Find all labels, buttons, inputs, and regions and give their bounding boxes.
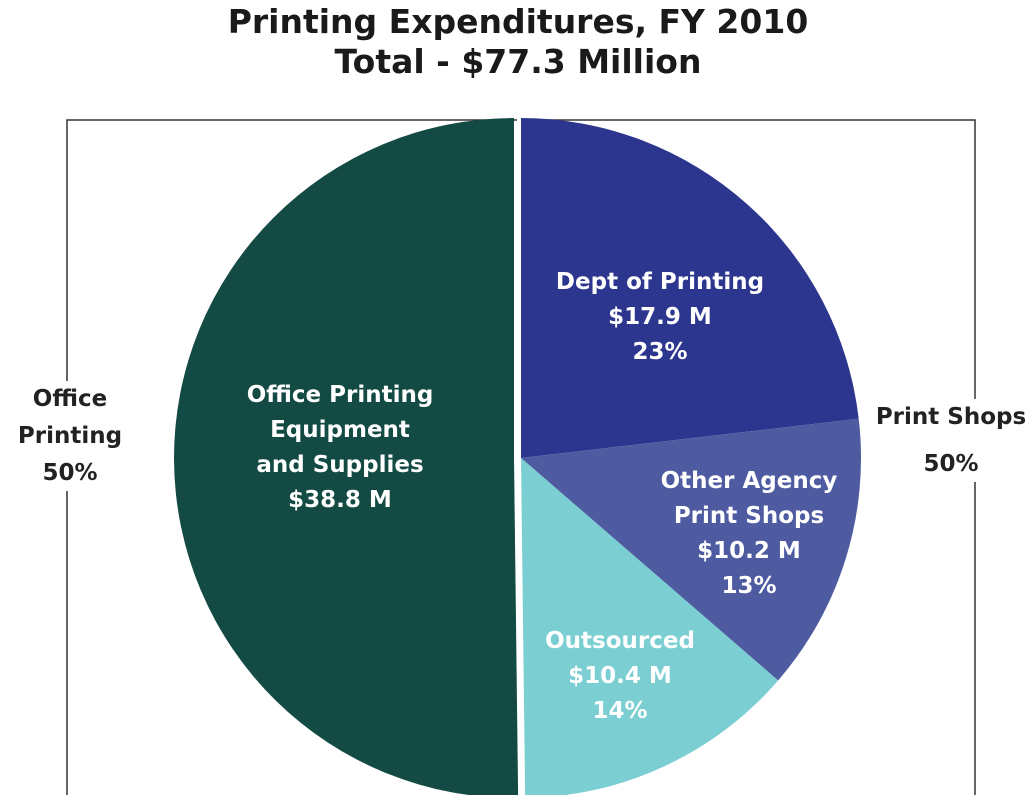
- slice-label-line: $38.8 M: [288, 487, 392, 513]
- slice-label-agency: Other Agency Print Shops $10.2 M 13%: [661, 468, 838, 599]
- group-label-line: 50%: [923, 451, 978, 477]
- group-label-line: Print Shops: [876, 404, 1026, 430]
- group-label-office-printing: Office Printing 50%: [18, 386, 122, 486]
- chart-subtitle-line: Total - $77.3 Million: [334, 42, 702, 81]
- group-label-bg: [12, 381, 128, 491]
- chart-title: Printing Expenditures, FY 2010 Total - $…: [0, 2, 1036, 82]
- slice-label-line: and Supplies: [256, 452, 423, 478]
- slice-labels: Office Printing Equipment and Supplies $38.…: [247, 269, 838, 724]
- bracket-print-shops: [523, 119, 976, 795]
- slice-label-line: Outsourced: [545, 628, 695, 654]
- pie-slice-office: [173, 118, 519, 795]
- pie-slices: [173, 118, 861, 795]
- group-labels: Office Printing 50% Print Shops 50%: [12, 381, 1026, 491]
- group-label-line: Printing: [18, 423, 122, 449]
- group-label-bg: [893, 399, 1009, 482]
- group-brackets: [66, 119, 976, 795]
- slice-label-line: Dept of Printing: [556, 269, 764, 295]
- slice-label-line: Equipment: [270, 417, 410, 443]
- pie-slice-dept: [521, 118, 859, 458]
- group-label-line: Office: [33, 386, 107, 412]
- slice-label-line: 23%: [632, 339, 687, 365]
- slice-label-line: 13%: [721, 573, 776, 599]
- slice-label-line: $10.4 M: [568, 663, 672, 689]
- slice-label-line: Office Printing: [247, 382, 434, 408]
- bracket-office-printing: [66, 119, 517, 795]
- slice-label-line: $17.9 M: [608, 304, 712, 330]
- slice-label-line: 14%: [592, 698, 647, 724]
- pie-slice-outsourced: [521, 458, 779, 795]
- slice-label-line: $10.2 M: [697, 538, 801, 564]
- slice-label-line: Other Agency: [661, 468, 838, 494]
- group-label-print-shops: Print Shops 50%: [876, 404, 1026, 477]
- slice-label-outsourced: Outsourced $10.4 M 14%: [545, 628, 695, 724]
- group-label-line: 50%: [42, 460, 97, 486]
- slice-label-office: Office Printing Equipment and Supplies $38.…: [247, 382, 434, 513]
- pie-slice-agency: [521, 418, 861, 681]
- slice-label-dept: Dept of Printing $17.9 M 23%: [556, 269, 764, 365]
- chart-title-line: Printing Expenditures, FY 2010: [227, 2, 809, 41]
- slice-label-line: Print Shops: [674, 503, 824, 529]
